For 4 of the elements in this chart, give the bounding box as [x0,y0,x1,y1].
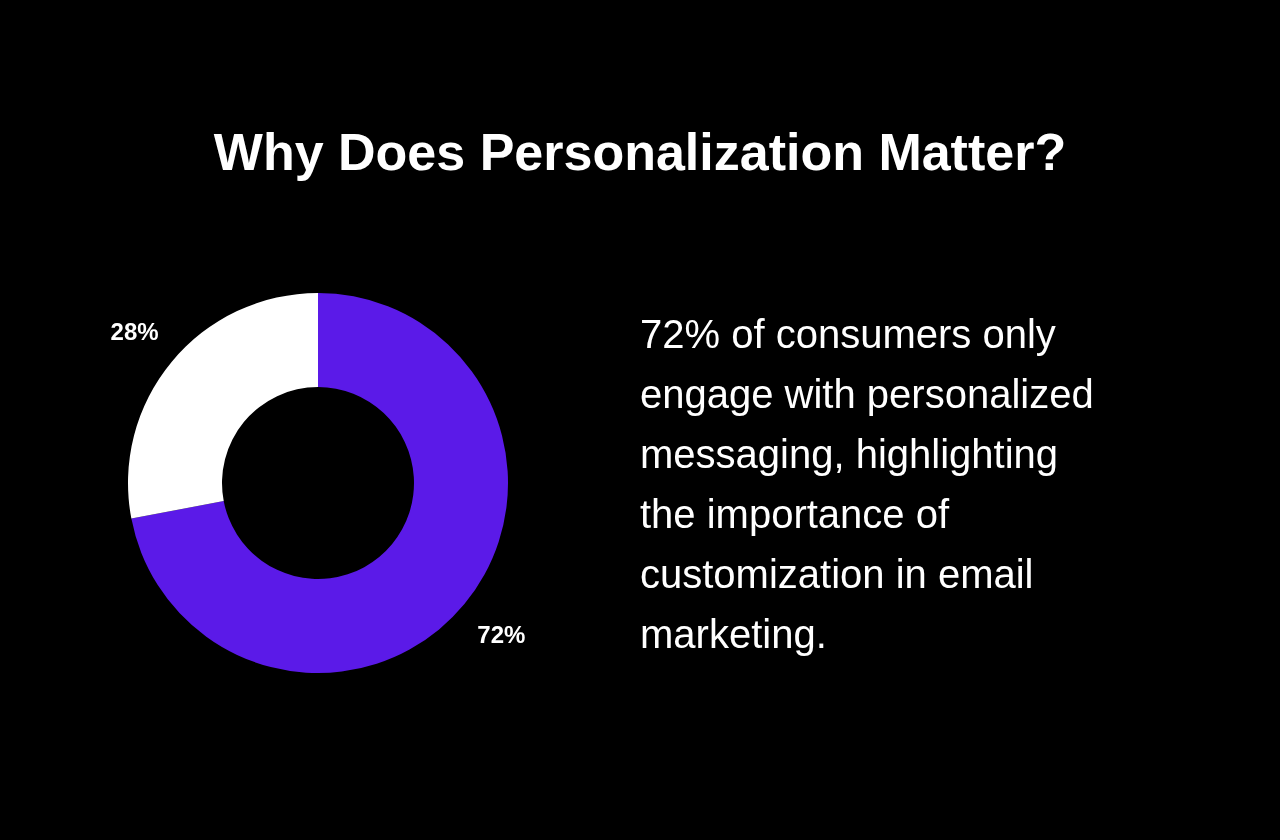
data-label: 72% [477,621,526,649]
text: Why Does Personalization Matter? [213,123,1067,181]
text: 72% of consumers only engage with personalized messaging, highlighting the importance of customization in email marketing. [640,312,1094,656]
data-label: 28% [110,317,159,345]
